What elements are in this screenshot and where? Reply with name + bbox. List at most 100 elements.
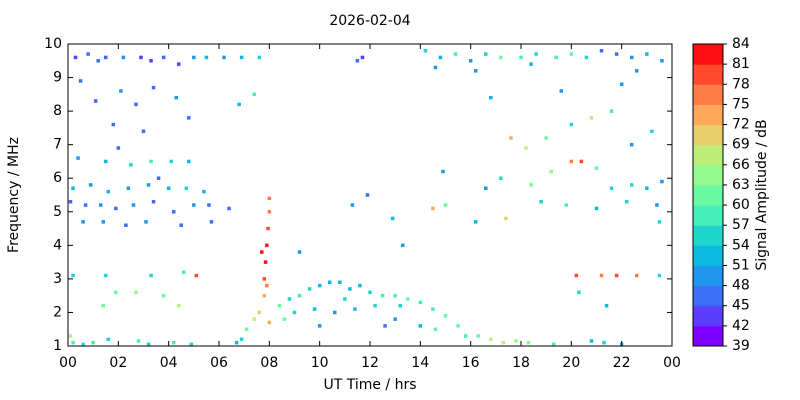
data-point [260, 250, 264, 254]
data-point [657, 273, 662, 278]
data-point [476, 334, 480, 338]
colorbar-tick-label: 39 [732, 338, 750, 354]
data-point [73, 55, 78, 60]
data-point [187, 159, 191, 164]
data-point [443, 203, 448, 207]
data-point [81, 342, 85, 347]
data-point [569, 122, 574, 127]
data-point [136, 339, 141, 343]
data-point [509, 136, 513, 140]
data-point [393, 293, 397, 298]
data-point [418, 300, 423, 305]
data-point [438, 55, 443, 60]
colorbar-tick-label: 78 [732, 76, 750, 92]
data-point [526, 340, 531, 345]
data-point [161, 293, 166, 298]
plot-frame [67, 43, 673, 347]
y-tick-label: 5 [53, 204, 62, 220]
data-point [473, 69, 478, 73]
data-point [262, 293, 267, 298]
data-point [317, 283, 322, 288]
data-point [368, 290, 372, 295]
data-point [534, 52, 538, 56]
data-point [176, 303, 181, 308]
data-point [433, 327, 438, 331]
data-point [202, 189, 206, 194]
data-point [604, 303, 609, 308]
colorbar-segment [693, 184, 723, 206]
data-point [111, 122, 116, 127]
data-point [71, 186, 75, 191]
colorbar-tick-label: 48 [732, 278, 750, 294]
data-point [267, 210, 272, 214]
x-axis-label: UT Time / hrs [323, 377, 416, 393]
data-point [252, 92, 256, 97]
data-point [373, 303, 377, 308]
data-point [71, 340, 75, 345]
colorbar-tick-label: 66 [732, 157, 750, 173]
data-point [501, 340, 506, 345]
data-point [192, 55, 196, 60]
data-point [660, 59, 664, 63]
data-point [151, 199, 156, 204]
data-point [499, 176, 503, 180]
data-point [244, 327, 249, 331]
data-point [292, 310, 297, 315]
data-point [96, 59, 100, 63]
data-point [499, 55, 503, 60]
data-point [614, 52, 619, 56]
x-tick-label: 02 [109, 355, 127, 371]
colorbar-tick-label: 51 [732, 257, 750, 273]
data-point [234, 340, 239, 345]
data-point [237, 102, 241, 107]
data-point [360, 55, 365, 60]
colorbar-segment [693, 285, 723, 307]
y-tick-label: 3 [53, 271, 62, 287]
y-tick-label: 7 [53, 137, 62, 153]
data-point [338, 280, 342, 284]
colorbar-segment [693, 124, 723, 146]
colorbar-segment [693, 265, 723, 287]
colorbar-tick-label: 54 [732, 237, 750, 253]
data-point [131, 203, 136, 207]
data-point [91, 340, 95, 345]
data-point [594, 166, 599, 170]
chart-title: 2026-02-04 [329, 13, 410, 29]
data-point [262, 277, 267, 281]
data-point [184, 186, 189, 191]
data-point [635, 273, 639, 278]
data-point [519, 55, 523, 60]
data-point [453, 52, 458, 56]
data-point [584, 55, 589, 60]
data-point [619, 82, 624, 87]
colorbar-tick-label: 60 [732, 197, 750, 213]
colorbar-tick-label: 42 [732, 318, 750, 334]
colorbar-segment [693, 64, 723, 85]
data-point [194, 273, 199, 278]
data-point [187, 116, 191, 120]
colorbar-segment [693, 84, 723, 105]
data-point [609, 186, 614, 191]
data-point [350, 203, 355, 207]
data-point [263, 260, 268, 264]
data-point [564, 203, 569, 207]
data-point [594, 206, 599, 211]
data-point [577, 290, 581, 295]
data-point [182, 270, 186, 274]
data-point [489, 337, 493, 342]
colorbar-segment [693, 205, 723, 226]
data-point [149, 59, 153, 63]
data-point [257, 310, 262, 315]
data-point [629, 142, 634, 147]
x-tick-label: 04 [160, 355, 178, 371]
data-point [68, 334, 73, 338]
colorbar-segment [693, 144, 723, 166]
data-point [146, 183, 151, 187]
data-point [484, 186, 488, 191]
data-point [169, 159, 173, 164]
data-point [134, 290, 138, 295]
data-point [83, 203, 88, 207]
data-point [650, 129, 654, 133]
y-tick-label: 10 [44, 36, 62, 52]
